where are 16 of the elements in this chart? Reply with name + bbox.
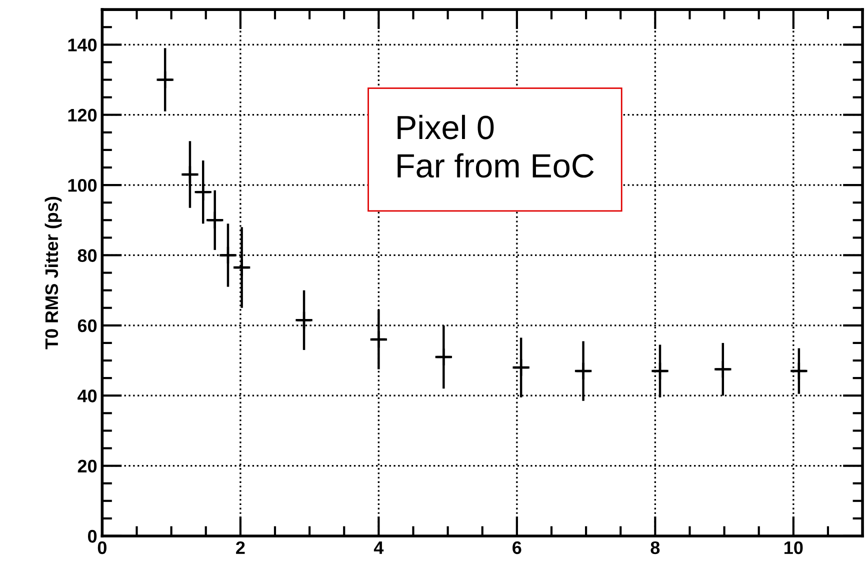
- y-tick-label: 40: [78, 390, 97, 402]
- y-tick-label: 20: [78, 460, 97, 473]
- x-tick-label: 8: [650, 541, 660, 554]
- x-tick-label: 0: [98, 541, 106, 554]
- y-axis-title: T0 RMS Jitter (ps): [44, 196, 62, 350]
- y-tick-label: 120: [68, 108, 97, 122]
- annotation: Pixel 0 Far from EoC: [398, 114, 594, 178]
- x-tick-label: 2: [236, 541, 245, 554]
- y-tick-label: 140: [68, 38, 97, 52]
- y-tick-label: 60: [78, 319, 97, 332]
- x-tick-label: 4: [374, 542, 384, 554]
- x-tick-label: 10: [784, 541, 803, 554]
- y-tick-label: 80: [78, 249, 97, 262]
- x-tick-label: 6: [512, 541, 522, 554]
- y-tick-label: 100: [68, 178, 97, 192]
- y-tick-label: 0: [88, 530, 97, 543]
